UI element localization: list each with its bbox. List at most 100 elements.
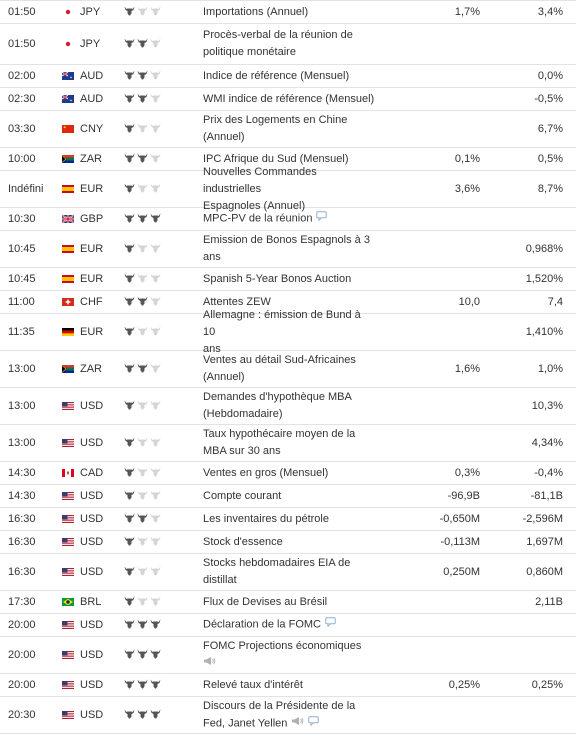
event-name[interactable]: MPC-PV de la réunion [198, 208, 376, 229]
table-row[interactable]: 14:30 USD Compte courant -96,9B -81,1B [0, 485, 576, 508]
bull-active-icon [150, 619, 161, 632]
event-name[interactable]: Importations (Annuel) [198, 2, 376, 23]
event-name[interactable]: Déclaration de la FOMC [198, 614, 376, 635]
event-time: 11:00 [8, 296, 35, 308]
table-row[interactable]: 16:30 USD Les inventaires du pétrole -0,650… [0, 508, 576, 531]
flag-es-icon [62, 185, 74, 193]
event-name-line: Relevé taux d'intérêt [203, 677, 376, 694]
table-row[interactable]: 02:00 AUD Indice de référence (Mensuel) 0,0… [0, 65, 576, 88]
table-row[interactable]: 17:30 BRL Flux de Devises au Brésil 2,11B [0, 591, 576, 614]
flag-cell [58, 598, 78, 606]
event-name-text: Indice de référence (Mensuel) [203, 69, 350, 82]
bull-active-icon [124, 709, 135, 722]
event-name[interactable]: Demandes d'hypothèque MBA (Hebdomadaire) [198, 387, 376, 425]
actual-value: 3,6% [454, 183, 480, 195]
event-name[interactable]: Stock d'essence [198, 532, 376, 553]
table-row[interactable]: 13:00 USD Taux hypothécaire moyen de la MBA… [0, 425, 576, 462]
table-row[interactable]: 02:30 AUD WMI indice de référence (Mensuel… [0, 88, 576, 111]
event-name-text: Allemagne : émission de Bund à 10 [203, 308, 361, 338]
event-name[interactable]: IPC Afrique du Sud (Mensuel) [198, 149, 376, 170]
table-row[interactable]: 13:00 USD Demandes d'hypothèque MBA (Hebdom… [0, 388, 576, 425]
event-name[interactable]: Stocks hebdomadaires EIA de distillat [198, 553, 376, 591]
table-row[interactable]: 20:30 USD Discours de la Présidente de la F… [0, 697, 576, 734]
event-name[interactable]: Attentes ZEW [198, 292, 376, 313]
event-name[interactable]: Taux hypothécaire moyen de la MBA sur 30 … [198, 424, 376, 462]
table-row[interactable]: 10:45 EUR Emission de Bonos Espagnols à 3 a… [0, 231, 576, 268]
table-row[interactable]: 14:30 CAD Ventes en gros (Mensuel) 0,3% -0,4… [0, 462, 576, 485]
flag-cell [58, 125, 78, 133]
flag-cell [58, 215, 78, 223]
table-row[interactable]: 11:35 EUR Allemagne : émission de Bund à 1… [0, 309, 576, 355]
table-row[interactable]: 10:00 ZAR IPC Afrique du Sud (Mensuel) 0,1%… [0, 148, 576, 171]
event-name-line: MBA sur 30 ans [203, 443, 376, 460]
event-name[interactable]: Nouvelles Commandes industrielles Espagno… [198, 162, 376, 217]
flag-cell [58, 72, 78, 80]
event-name-line: Importations (Annuel) [203, 4, 376, 21]
event-name[interactable]: WMI indice de référence (Mensuel) [198, 89, 376, 110]
flag-au-icon [62, 95, 74, 103]
event-name[interactable]: Compte courant [198, 486, 376, 507]
event-name-line: Nouvelles Commandes industrielles [203, 164, 376, 198]
event-icons-line [203, 655, 376, 672]
table-row[interactable]: 10:45 EUR Spanish 5-Year Bonos Auction 1,52… [0, 268, 576, 291]
event-name[interactable]: Discours de la Présidente de la Fed, Jane… [198, 696, 376, 734]
event-name[interactable]: Emission de Bonos Espagnols à 3 ans [198, 230, 376, 268]
bull-active-icon [137, 38, 148, 51]
event-name[interactable]: FOMC Projections économiques [198, 636, 376, 674]
flag-cell [58, 681, 78, 689]
event-name[interactable]: Indice de référence (Mensuel) [198, 66, 376, 87]
table-row[interactable]: 16:30 USD Stock d'essence -0,113M 1,697M [0, 531, 576, 554]
event-name[interactable]: Relevé taux d'intérêt [198, 675, 376, 696]
forecast-value: -2,596M [522, 513, 563, 525]
megaphone-icon[interactable] [291, 715, 304, 732]
table-row[interactable]: 01:50 JPY Importations (Annuel) 1,7% 3,4% [0, 1, 576, 24]
event-name[interactable]: Ventes en gros (Mensuel) [198, 463, 376, 484]
event-name-line: Ventes au détail Sud-Africaines [203, 352, 376, 369]
event-name-line: Discours de la Présidente de la [203, 698, 376, 715]
flag-us-icon [62, 621, 74, 629]
event-name-text: Espagnoles (Annuel) [203, 199, 306, 212]
flag-cell [58, 275, 78, 283]
table-row[interactable]: 11:00 CHF Attentes ZEW 10,0 7,4 [0, 291, 576, 314]
event-name-line: Fed, Janet Yellen [203, 715, 376, 732]
table-row[interactable]: 10:30 GBP MPC-PV de la réunion [0, 208, 576, 231]
bull-active-icon [150, 213, 161, 226]
table-row[interactable]: 03:30 CNY Prix des Logements en Chine (Annu… [0, 111, 576, 148]
currency-code: USD [80, 649, 104, 661]
speech-bubble-icon[interactable] [308, 715, 320, 732]
event-name-text: Discours de la Présidente de la [203, 699, 356, 712]
table-row[interactable]: 13:00 ZAR Ventes au détail Sud-Africaines (… [0, 351, 576, 388]
flag-cell [58, 439, 78, 447]
event-name[interactable]: Allemagne : émission de Bund à 10 ans [198, 305, 376, 360]
bull-active-icon [124, 513, 135, 526]
event-time: 10:45 [8, 243, 36, 255]
event-time: 17:30 [8, 596, 36, 608]
event-name-line: distillat [203, 572, 376, 589]
flag-cell [58, 185, 78, 193]
importance-rating [120, 243, 198, 256]
bull-active-icon [137, 213, 148, 226]
speech-bubble-icon[interactable] [316, 210, 328, 227]
event-name-line: Compte courant [203, 488, 376, 505]
table-row[interactable]: 20:00 USD Déclaration de la FOMC [0, 614, 576, 637]
importance-rating [120, 326, 198, 339]
bull-inactive-icon [137, 243, 148, 256]
table-row[interactable]: Indéfini EUR Nouvelles Commandes industrie… [0, 166, 576, 212]
event-name-text: Ventes en gros (Mensuel) [203, 466, 329, 479]
bull-inactive-icon [150, 437, 161, 450]
bull-active-icon [124, 273, 135, 286]
speech-bubble-icon[interactable] [325, 616, 336, 633]
event-name[interactable]: Ventes au détail Sud-Africaines (Annuel) [198, 350, 376, 388]
event-name-text: Ventes au détail Sud-Africaines [203, 354, 356, 366]
event-name[interactable]: Prix des Logements en Chine (Annuel) [198, 110, 376, 148]
table-row[interactable]: 01:50 JPY Procès-verbal de la réunion de po… [0, 24, 576, 65]
table-row[interactable]: 20:00 USD FOMC Projections économiques [0, 637, 576, 674]
event-name[interactable]: Les inventaires du pétrole [198, 509, 376, 530]
table-row[interactable]: 16:30 USD Stocks hebdomadaires EIA de disti… [0, 554, 576, 591]
event-name[interactable]: Spanish 5-Year Bonos Auction [198, 269, 376, 290]
table-row[interactable]: 20:00 USD Relevé taux d'intérêt 0,25% 0,25% [0, 674, 576, 697]
event-name[interactable]: Procès-verbal de la réunion de politique … [198, 25, 376, 63]
event-name[interactable]: Flux de Devises au Brésil [198, 592, 376, 613]
megaphone-icon[interactable] [203, 655, 216, 672]
